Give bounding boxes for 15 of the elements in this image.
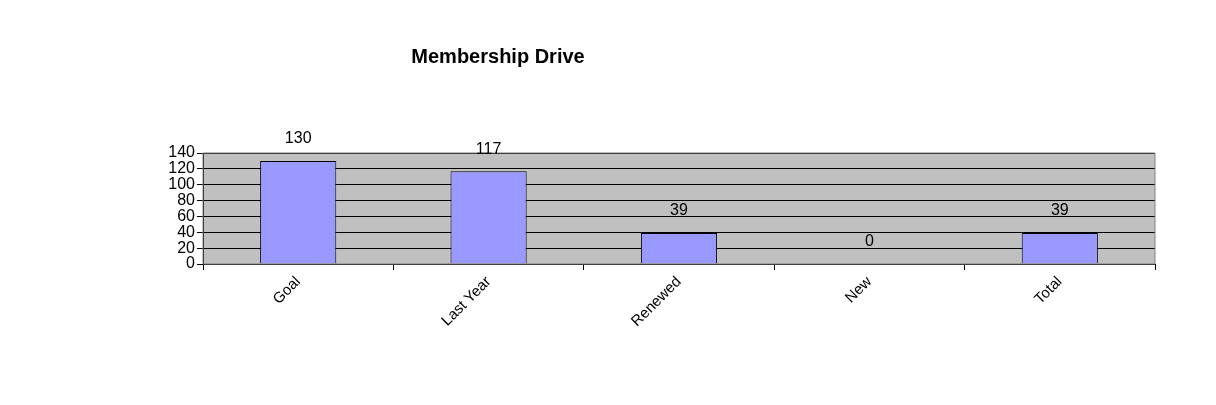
- y-tick-label: 140: [168, 143, 196, 161]
- x-tick-label: Last Year: [437, 272, 494, 329]
- data-label: 117: [475, 139, 502, 157]
- data-label: 39: [1050, 201, 1069, 219]
- y-tick-label: 80: [177, 190, 196, 208]
- data-label: 39: [670, 201, 688, 219]
- y-tick-label: 0: [186, 254, 196, 272]
- data-label: 0: [864, 232, 874, 250]
- y-tick-label: 100: [168, 175, 196, 193]
- y-tick-label: 60: [177, 206, 196, 224]
- data-label: 130: [284, 129, 312, 147]
- y-tick-label: 120: [168, 159, 196, 177]
- y-tick-label: 20: [177, 238, 196, 256]
- chart-title: Membership Drive: [411, 44, 585, 67]
- y-tick-label: 40: [177, 222, 196, 240]
